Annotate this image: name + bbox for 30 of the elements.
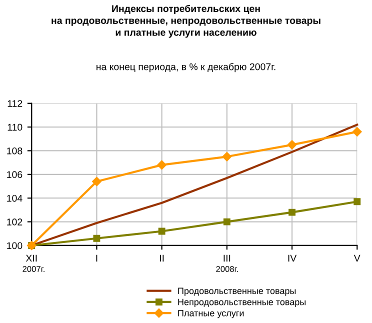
point bbox=[288, 208, 296, 216]
y-tick-label: 110 bbox=[8, 124, 22, 131]
point bbox=[354, 198, 361, 206]
y-tick-label: 106 bbox=[7, 171, 22, 178]
legend-label: Платные услуги bbox=[178, 310, 244, 318]
y-tick-label: 104 bbox=[7, 194, 22, 202]
x-tick-label: XII bbox=[26, 254, 37, 262]
point bbox=[352, 127, 362, 136]
y-tick-label: 102 bbox=[7, 218, 22, 226]
chart-subtitle: на конец периода, в % к декабрю 2007г. bbox=[96, 62, 276, 72]
point bbox=[158, 228, 166, 235]
text: 2008г. bbox=[216, 266, 238, 272]
chart-title: Индексы потребительских цен на продовольственные, непродовольственные товары и платные услуги населению bbox=[52, 4, 320, 38]
x-tick-label: II bbox=[160, 254, 164, 262]
point bbox=[92, 176, 102, 186]
y-tick-label: 112 bbox=[8, 100, 22, 107]
x-tick-label: III bbox=[224, 254, 230, 262]
point bbox=[222, 152, 232, 162]
legend-label: Непродовольственные товары bbox=[178, 298, 306, 308]
legend-label: Продовольственные товары bbox=[178, 288, 296, 296]
x-tick-label: I bbox=[96, 254, 98, 262]
text: 2007г. bbox=[22, 266, 44, 272]
x-tick-label: IV bbox=[288, 254, 297, 262]
point bbox=[223, 218, 230, 226]
point bbox=[287, 140, 297, 150]
x-tick-label: V bbox=[354, 254, 360, 262]
y-tick-label: 100 bbox=[7, 242, 22, 250]
point bbox=[93, 234, 100, 242]
y-tick-label: 108 bbox=[7, 147, 22, 154]
point bbox=[157, 160, 166, 170]
